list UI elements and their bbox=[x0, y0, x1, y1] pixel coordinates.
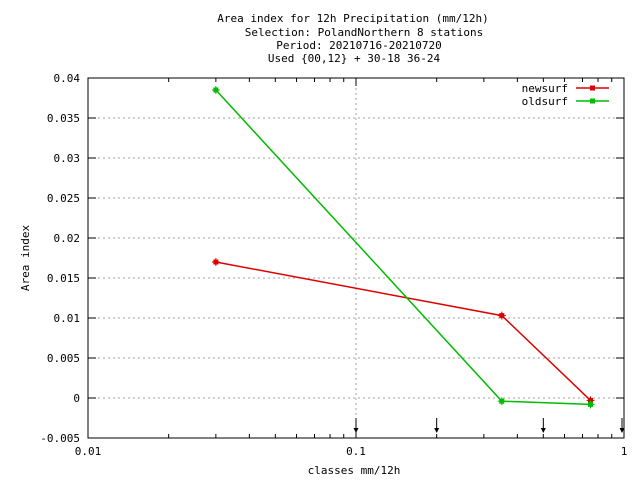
class-marker-arrow bbox=[540, 428, 546, 433]
class-marker-arrow bbox=[434, 428, 440, 433]
series-line-newsurf bbox=[215, 261, 592, 401]
x-axis-label: classes mm/12h bbox=[308, 464, 401, 477]
title-line-3: Period: 20210716-20210720 bbox=[276, 39, 442, 52]
legend-marker-oldsurf bbox=[590, 98, 595, 104]
plot-frame bbox=[87, 77, 625, 439]
series-line-oldsurf bbox=[215, 89, 591, 406]
title-line-1: Area index for 12h Precipitation (mm/12h… bbox=[217, 12, 489, 25]
class-markers bbox=[353, 418, 625, 433]
x-tick-label: 0.1 bbox=[346, 445, 366, 458]
x-tick-label: 0.01 bbox=[75, 445, 102, 458]
y-tick-label: 0.035 bbox=[47, 112, 80, 125]
title-line-4: Used {00,12} + 30-18 36-24 bbox=[268, 52, 441, 65]
axis-ticks: 0.04 0.035 0.03 0.025 0.02 0.015 0.01 0.005 0 -0.… bbox=[40, 72, 627, 458]
y-axis-label: Area index bbox=[19, 225, 32, 292]
y-tick-label: 0.005 bbox=[47, 352, 80, 365]
y-tick-label: 0.025 bbox=[47, 192, 80, 205]
y-tick-label: 0.04 bbox=[54, 72, 81, 85]
chart-title: Area index for 12h Precipitation (mm/12h… bbox=[217, 12, 489, 65]
y-tick-label: 0.03 bbox=[54, 152, 81, 165]
y-tick-label: 0.01 bbox=[54, 312, 81, 325]
grid bbox=[88, 78, 624, 438]
x-tick-label: 1 bbox=[621, 445, 628, 458]
y-tick-label: 0.015 bbox=[47, 272, 80, 285]
data-series bbox=[211, 86, 595, 409]
y-tick-label: 0.02 bbox=[54, 232, 81, 245]
title-line-2: Selection: PolandNorthern 8 stations bbox=[245, 26, 483, 39]
class-marker-arrow bbox=[619, 428, 625, 433]
class-marker-arrow bbox=[353, 428, 359, 433]
legend-label-newsurf: newsurf bbox=[522, 82, 568, 95]
y-tick-label: 0 bbox=[73, 392, 80, 405]
legend-marker-newsurf bbox=[590, 85, 595, 91]
legend-label-oldsurf: oldsurf bbox=[522, 95, 568, 108]
y-tick-label: -0.005 bbox=[40, 432, 80, 445]
